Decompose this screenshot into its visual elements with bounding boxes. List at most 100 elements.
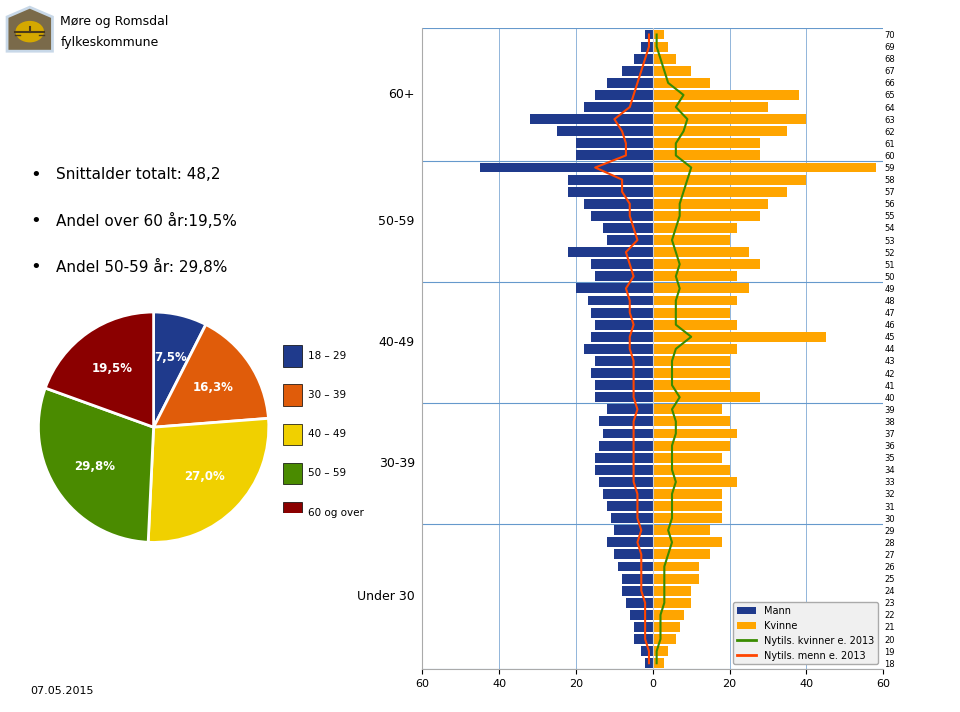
Text: 50-59: 50-59 — [378, 216, 415, 229]
Bar — [653, 66, 691, 75]
Bar — [599, 441, 653, 451]
Bar — [653, 295, 737, 305]
Text: fylkeskommune: fylkeskommune — [60, 36, 158, 49]
Bar — [614, 525, 653, 535]
Bar — [614, 550, 653, 560]
Text: Andel 50-59 år: 29,8%: Andel 50-59 år: 29,8% — [56, 258, 228, 275]
Bar — [595, 271, 653, 281]
Wedge shape — [148, 419, 269, 543]
Wedge shape — [154, 312, 205, 427]
Text: 19,5%: 19,5% — [92, 362, 133, 375]
Text: 07.05.2015: 07.05.2015 — [31, 686, 94, 696]
Bar — [653, 332, 826, 342]
Bar — [653, 126, 787, 136]
Bar — [653, 574, 699, 584]
Bar — [653, 320, 737, 330]
Bar — [653, 283, 749, 293]
Text: 30-39: 30-39 — [378, 457, 415, 470]
Bar — [653, 417, 730, 426]
Bar — [653, 53, 676, 63]
Text: 60 og over: 60 og over — [307, 508, 364, 518]
Legend: Mann, Kvinne, Nytils. kvinner e. 2013, Nytils. menn e. 2013: Mann, Kvinne, Nytils. kvinner e. 2013, N… — [733, 602, 878, 664]
Bar — [653, 501, 722, 511]
Bar — [568, 187, 653, 197]
Bar — [607, 538, 653, 548]
Bar — [653, 404, 722, 414]
Bar — [576, 283, 653, 293]
Wedge shape — [38, 388, 154, 543]
Bar — [283, 384, 301, 406]
Bar — [653, 174, 806, 184]
Bar — [653, 513, 722, 523]
Bar — [480, 162, 653, 172]
Bar — [653, 30, 664, 39]
Bar — [653, 380, 730, 390]
Text: Under 30: Under 30 — [357, 590, 415, 603]
Wedge shape — [154, 325, 269, 427]
Bar — [595, 465, 653, 475]
Bar — [653, 247, 749, 257]
Bar — [653, 344, 737, 354]
Bar — [653, 477, 737, 487]
Bar — [653, 441, 730, 451]
Bar — [622, 66, 653, 75]
Wedge shape — [45, 312, 154, 427]
Bar — [653, 187, 787, 197]
Bar — [653, 235, 730, 245]
Bar — [653, 259, 760, 269]
Bar — [634, 622, 653, 632]
Bar — [622, 586, 653, 596]
Text: Andel over 60 år:19,5%: Andel over 60 år:19,5% — [56, 213, 237, 229]
Bar — [653, 465, 730, 475]
Bar — [653, 550, 710, 560]
Bar — [653, 308, 730, 318]
Bar — [283, 424, 301, 445]
Bar — [595, 356, 653, 366]
Bar — [595, 453, 653, 463]
Bar — [283, 463, 301, 484]
Bar — [584, 199, 653, 209]
Circle shape — [15, 21, 44, 43]
Bar — [607, 78, 653, 88]
Bar — [645, 30, 653, 39]
Bar — [557, 126, 653, 136]
Bar — [653, 211, 760, 221]
Bar — [653, 598, 691, 608]
Text: 40 – 49: 40 – 49 — [307, 429, 346, 439]
Text: 7,5%: 7,5% — [154, 351, 186, 365]
Bar — [591, 211, 653, 221]
Bar — [653, 525, 710, 535]
Bar — [653, 538, 722, 548]
Bar — [622, 574, 653, 584]
Bar — [653, 78, 710, 88]
Bar — [653, 199, 768, 209]
Text: 16,3%: 16,3% — [193, 381, 233, 394]
Bar — [618, 562, 653, 572]
Text: Snittalder totalt: 48,2: Snittalder totalt: 48,2 — [56, 167, 221, 182]
Text: 18 – 29: 18 – 29 — [307, 351, 346, 361]
Bar — [595, 392, 653, 402]
Bar — [653, 429, 737, 439]
Bar — [653, 271, 737, 281]
Text: 29,8%: 29,8% — [74, 461, 114, 473]
Bar — [595, 90, 653, 100]
Bar — [653, 150, 760, 160]
Bar — [630, 610, 653, 620]
Bar — [530, 114, 653, 124]
Bar — [595, 380, 653, 390]
Text: 40-49: 40-49 — [378, 336, 415, 350]
Bar — [607, 501, 653, 511]
Text: 60+: 60+ — [388, 88, 415, 102]
Bar — [595, 320, 653, 330]
Polygon shape — [7, 7, 53, 51]
Text: 30 – 39: 30 – 39 — [307, 390, 346, 400]
Bar — [653, 659, 664, 668]
Bar — [584, 344, 653, 354]
Bar — [653, 42, 668, 51]
Bar — [568, 247, 653, 257]
Bar — [599, 477, 653, 487]
Bar — [588, 295, 653, 305]
Bar — [653, 90, 799, 100]
Bar — [653, 102, 768, 112]
Bar — [653, 622, 680, 632]
